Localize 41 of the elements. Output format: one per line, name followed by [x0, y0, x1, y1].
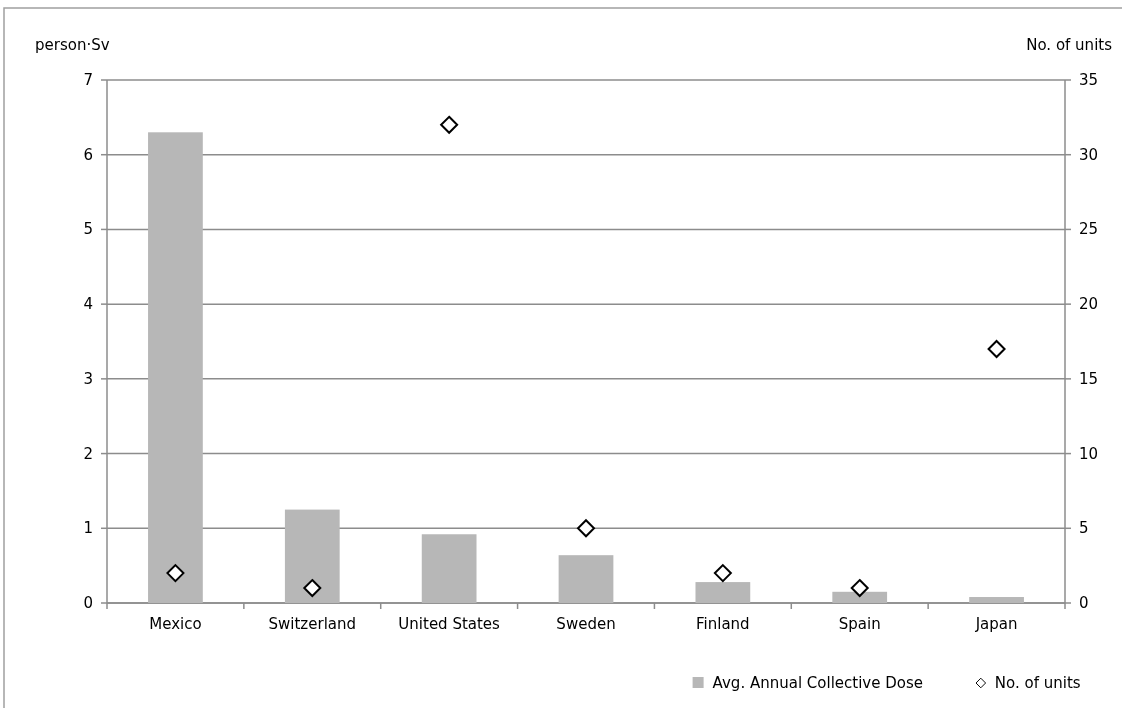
bar: [832, 591, 888, 603]
bar: [148, 132, 203, 603]
y2-tick-label: 0: [1079, 594, 1089, 612]
bar: [969, 597, 1024, 603]
y2-tick-label: 35: [1079, 71, 1099, 89]
legend-label: Avg. Annual Collective Dose: [712, 674, 923, 692]
bar: [284, 509, 340, 603]
y2-axis-title: No. of units: [1026, 36, 1113, 54]
y2-tick-label: 30: [1079, 145, 1099, 164]
y-tick-label: 7: [83, 71, 93, 89]
y-tick-label: 0: [83, 594, 93, 612]
bar: [695, 582, 751, 603]
point: [577, 519, 595, 538]
y-tick-label: 4: [83, 295, 93, 314]
y2-tick-label: 5: [1079, 519, 1089, 538]
y-tick-label: 3: [83, 369, 93, 388]
y-tick-label: 2: [83, 444, 93, 463]
point: [440, 115, 459, 134]
y2-tick-label: 25: [1079, 220, 1099, 239]
point: [987, 339, 1006, 358]
x-tick-label: Spain: [838, 615, 881, 633]
bar: [558, 555, 614, 603]
y-tick-label: 5: [83, 220, 93, 239]
bar: [421, 534, 477, 603]
y-tick-label: 6: [83, 145, 93, 164]
y2-tick-label: 15: [1079, 369, 1099, 388]
point: [166, 564, 185, 583]
legend-label: No. of units: [994, 674, 1081, 692]
y-axis-title: person·Sv: [35, 36, 110, 54]
point: [303, 579, 322, 598]
point: [850, 579, 869, 598]
x-tick-label: Switzerland: [268, 615, 357, 633]
y2-tick-label: 10: [1079, 444, 1099, 463]
x-tick-label: Mexico: [149, 615, 202, 633]
x-tick-label: Finland: [696, 615, 750, 633]
y2-tick-label: 20: [1079, 295, 1099, 314]
point: [713, 564, 732, 583]
x-tick-label: Sweden: [556, 615, 616, 633]
y-tick-label: 1: [83, 519, 93, 538]
x-tick-label: Japan: [974, 615, 1018, 633]
x-tick-label: United States: [398, 615, 501, 633]
